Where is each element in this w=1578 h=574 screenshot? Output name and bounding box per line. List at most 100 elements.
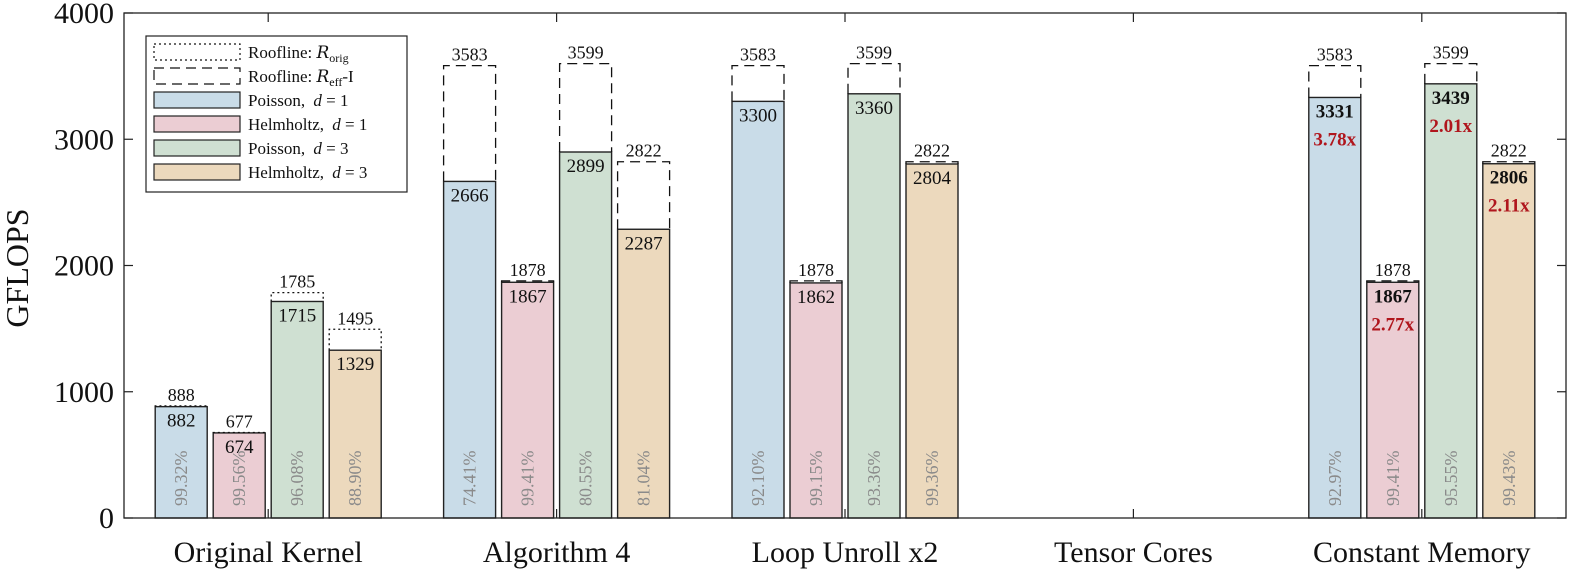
value-label: 2287 xyxy=(625,233,663,254)
legend-label-subscript: eff xyxy=(329,75,342,89)
bar xyxy=(558,151,613,519)
legend-label-part: Roofline: xyxy=(248,43,316,62)
legend-label-variable: d xyxy=(313,139,322,158)
value-label: 3331 xyxy=(1316,101,1354,122)
efficiency-label: 80.55% xyxy=(576,451,596,507)
legend-swatch-series xyxy=(153,163,241,181)
roofline-box xyxy=(1424,62,1478,84)
value-label: 2806 xyxy=(1490,168,1528,189)
x-category-label: Algorithm 4 xyxy=(483,536,631,569)
roofline-box xyxy=(731,64,785,102)
legend-label-series: Poisson, d = 3 xyxy=(248,139,349,158)
roofline-label: 677 xyxy=(226,412,253,432)
value-label: 1867 xyxy=(509,286,547,307)
legend-label-subscript: orig xyxy=(329,51,348,65)
value-label: 3300 xyxy=(739,105,777,126)
roofline-box xyxy=(1308,64,1362,98)
speedup-label: 2.11x xyxy=(1488,196,1530,217)
roofline-box xyxy=(270,291,324,302)
bar xyxy=(616,228,671,519)
bar xyxy=(1308,96,1362,519)
roofline-box xyxy=(847,62,901,94)
value-label: 882 xyxy=(167,411,196,432)
bar xyxy=(731,100,785,519)
efficiency-label: 92.10% xyxy=(748,451,768,507)
roofline-box xyxy=(1482,161,1536,164)
legend-label-variable: d xyxy=(332,163,341,182)
roofline-box xyxy=(500,280,555,283)
roofline-label: 888 xyxy=(168,385,195,405)
legend-label-part: Helmholtz, xyxy=(248,163,328,182)
roofline-label: 2822 xyxy=(914,141,950,161)
efficiency-label: 92.97% xyxy=(1325,451,1345,507)
legend-label-part: = 3 xyxy=(322,139,349,158)
roofline-label: 3599 xyxy=(568,43,604,63)
roofline-label: 3583 xyxy=(452,45,488,65)
value-label: 2804 xyxy=(913,168,952,189)
y-tick-label: 4000 xyxy=(54,0,114,30)
legend-swatch-roofline-orig xyxy=(153,43,241,61)
roofline-label: 3599 xyxy=(856,43,892,63)
legend-label-part: = 1 xyxy=(341,115,368,134)
legend-label-roofline-orig: Roofline: Rorig xyxy=(248,43,349,65)
x-category-label: Loop Unroll x2 xyxy=(752,536,939,569)
efficiency-label: 74.41% xyxy=(460,451,480,506)
speedup-label: 3.78x xyxy=(1313,129,1356,150)
value-label: 1715 xyxy=(278,305,316,326)
value-label: 1862 xyxy=(797,287,835,308)
bar xyxy=(847,93,901,519)
legend-label-part: Helmholtz, xyxy=(248,115,328,134)
efficiency-label: 99.15% xyxy=(806,451,826,507)
legend-label-variable: d xyxy=(313,91,322,110)
bar xyxy=(1482,163,1536,519)
x-category-label: Original Kernel xyxy=(174,536,363,569)
roofline-box xyxy=(558,62,613,153)
efficiency-label: 99.36% xyxy=(922,451,942,507)
efficiency-label: 99.41% xyxy=(1383,451,1403,507)
legend-label-series: Helmholtz, d = 3 xyxy=(248,163,367,182)
efficiency-label: 99.43% xyxy=(1499,451,1519,507)
efficiency-label: 95.55% xyxy=(1441,451,1461,507)
speedup-label: 2.77x xyxy=(1371,314,1414,335)
value-label: 1329 xyxy=(336,354,374,375)
y-tick-label: 3000 xyxy=(54,123,114,156)
efficiency-label: 88.90% xyxy=(345,451,365,507)
y-tick-label: 2000 xyxy=(54,250,114,283)
legend-label-suffix: -I xyxy=(342,67,354,86)
roofline-label: 3583 xyxy=(740,45,776,65)
speedup-label: 2.01x xyxy=(1429,116,1472,137)
legend-label-part: Roofline: xyxy=(248,67,316,86)
roofline-label: 1878 xyxy=(1375,260,1411,280)
value-label: 1867 xyxy=(1374,286,1413,307)
roofline-label: 1785 xyxy=(279,272,315,292)
roofline-label: 1878 xyxy=(510,260,546,280)
roofline-box xyxy=(442,64,497,182)
roofline-label: 2822 xyxy=(626,141,662,161)
legend-swatch-roofline-eff xyxy=(153,67,241,85)
y-tick-label: 0 xyxy=(99,502,114,535)
roofline-box xyxy=(154,405,208,407)
legend-label-symbol: R xyxy=(315,43,329,63)
value-label: 3439 xyxy=(1432,88,1470,109)
efficiency-label: 99.41% xyxy=(518,451,538,507)
legend-label-series: Poisson, d = 1 xyxy=(248,91,349,110)
legend-swatch-series xyxy=(153,139,241,157)
value-label: 2666 xyxy=(451,185,489,206)
roofline-label: 2822 xyxy=(1491,141,1527,161)
efficiency-label: 99.32% xyxy=(171,451,191,507)
efficiency-label: 99.56% xyxy=(229,451,249,507)
legend-label-part: Poisson, xyxy=(248,139,309,158)
roofline-label: 3583 xyxy=(1317,45,1353,65)
roofline-box xyxy=(1366,280,1420,283)
efficiency-label: 81.04% xyxy=(634,451,654,507)
bar xyxy=(154,405,208,519)
roofline-label: 3599 xyxy=(1433,43,1469,63)
bar xyxy=(270,300,324,519)
legend-label-variable: d xyxy=(332,115,341,134)
value-label: 3360 xyxy=(855,98,893,119)
x-category-label: Constant Memory xyxy=(1313,536,1531,569)
legend-label-part: = 1 xyxy=(322,91,349,110)
roofline-box xyxy=(789,280,843,283)
